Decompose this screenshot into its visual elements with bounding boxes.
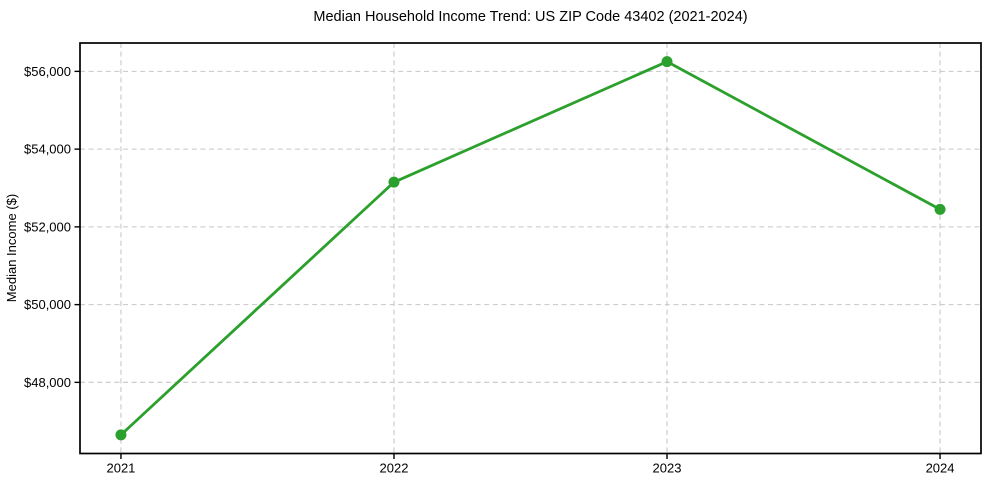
x-tick-label: 2024 <box>926 461 955 476</box>
x-tick-label: 2023 <box>653 461 682 476</box>
data-series-layer <box>115 56 946 441</box>
chart-title: Median Household Income Trend: US ZIP Co… <box>313 9 747 25</box>
data-point-marker <box>388 176 400 188</box>
y-axis-label: Median Income ($) <box>4 194 19 302</box>
x-tick-label: 2021 <box>106 461 135 476</box>
axis-layer: $48,000 $50,000 $52,000 $54,000 $56,000 2021 2… <box>24 42 982 476</box>
y-tick-label: $52,000 <box>24 219 71 234</box>
y-tick-label: $48,000 <box>24 375 71 390</box>
data-point-marker <box>115 429 127 441</box>
data-point-marker <box>934 203 946 215</box>
plot-spines <box>79 42 982 455</box>
data-point-marker <box>661 56 673 68</box>
y-tick-label: $56,000 <box>24 64 71 79</box>
income-trend-line <box>119 60 942 437</box>
y-tick-label: $54,000 <box>24 142 71 157</box>
grid-layer <box>80 43 981 454</box>
x-tick-label: 2022 <box>380 461 409 476</box>
y-tick-label: $50,000 <box>24 297 71 312</box>
